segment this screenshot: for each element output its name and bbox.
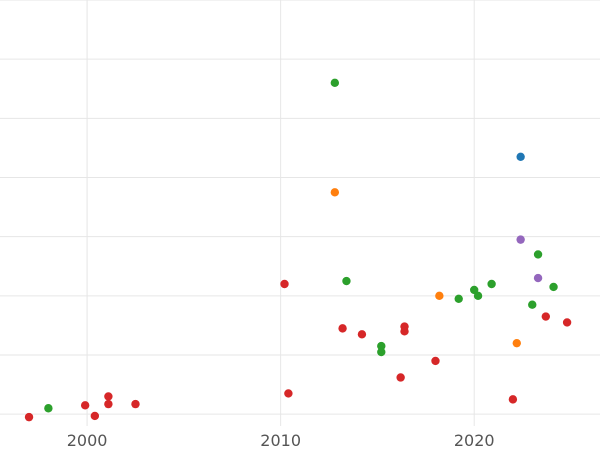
data-point-s0-0 xyxy=(516,152,525,161)
data-point-s2-3 xyxy=(377,341,386,351)
data-point-s3-4 xyxy=(104,399,113,409)
data-point-s3-3 xyxy=(104,392,113,401)
data-point-s3-10 xyxy=(396,373,405,382)
x-tick-label: 2020 xyxy=(454,431,495,450)
data-point-s2-7 xyxy=(473,291,483,301)
data-point-s3-9 xyxy=(357,330,367,339)
data-point-s2-0 xyxy=(44,404,53,413)
data-point-s3-5 xyxy=(131,399,140,409)
data-point-s3-0 xyxy=(24,412,34,422)
data-point-s3-16 xyxy=(562,318,572,327)
data-point-s3-7 xyxy=(284,389,293,398)
data-point-s3-15 xyxy=(541,312,551,321)
data-points xyxy=(24,78,572,422)
x-tick-label: 2010 xyxy=(260,431,301,450)
data-point-s2-9 xyxy=(528,300,537,309)
data-point-s3-6 xyxy=(280,279,289,289)
data-point-s2-8 xyxy=(487,279,496,289)
data-point-s3-2 xyxy=(90,411,100,421)
data-point-s4-1 xyxy=(533,273,543,283)
data-point-s1-1 xyxy=(435,291,444,301)
data-point-s1-0 xyxy=(330,188,340,197)
data-point-s2-4 xyxy=(377,347,386,357)
data-point-s3-13 xyxy=(431,356,440,366)
x-tick-label: 2000 xyxy=(67,431,108,450)
data-point-s2-11 xyxy=(549,282,558,292)
data-point-s1-2 xyxy=(512,338,521,348)
data-point-s3-8 xyxy=(338,324,347,333)
data-point-s2-2 xyxy=(342,276,351,286)
data-point-s2-6 xyxy=(469,285,479,295)
grid xyxy=(0,0,600,426)
x-axis-tick-labels: 2000 2010 2020 xyxy=(67,431,495,450)
data-point-s2-1 xyxy=(330,78,340,88)
data-point-s4-0 xyxy=(516,235,525,244)
data-point-s3-14 xyxy=(508,395,518,404)
data-point-s3-1 xyxy=(80,401,90,410)
data-point-s2-5 xyxy=(454,294,463,303)
data-point-s3-12 xyxy=(400,327,409,336)
data-point-s2-10 xyxy=(533,250,543,259)
